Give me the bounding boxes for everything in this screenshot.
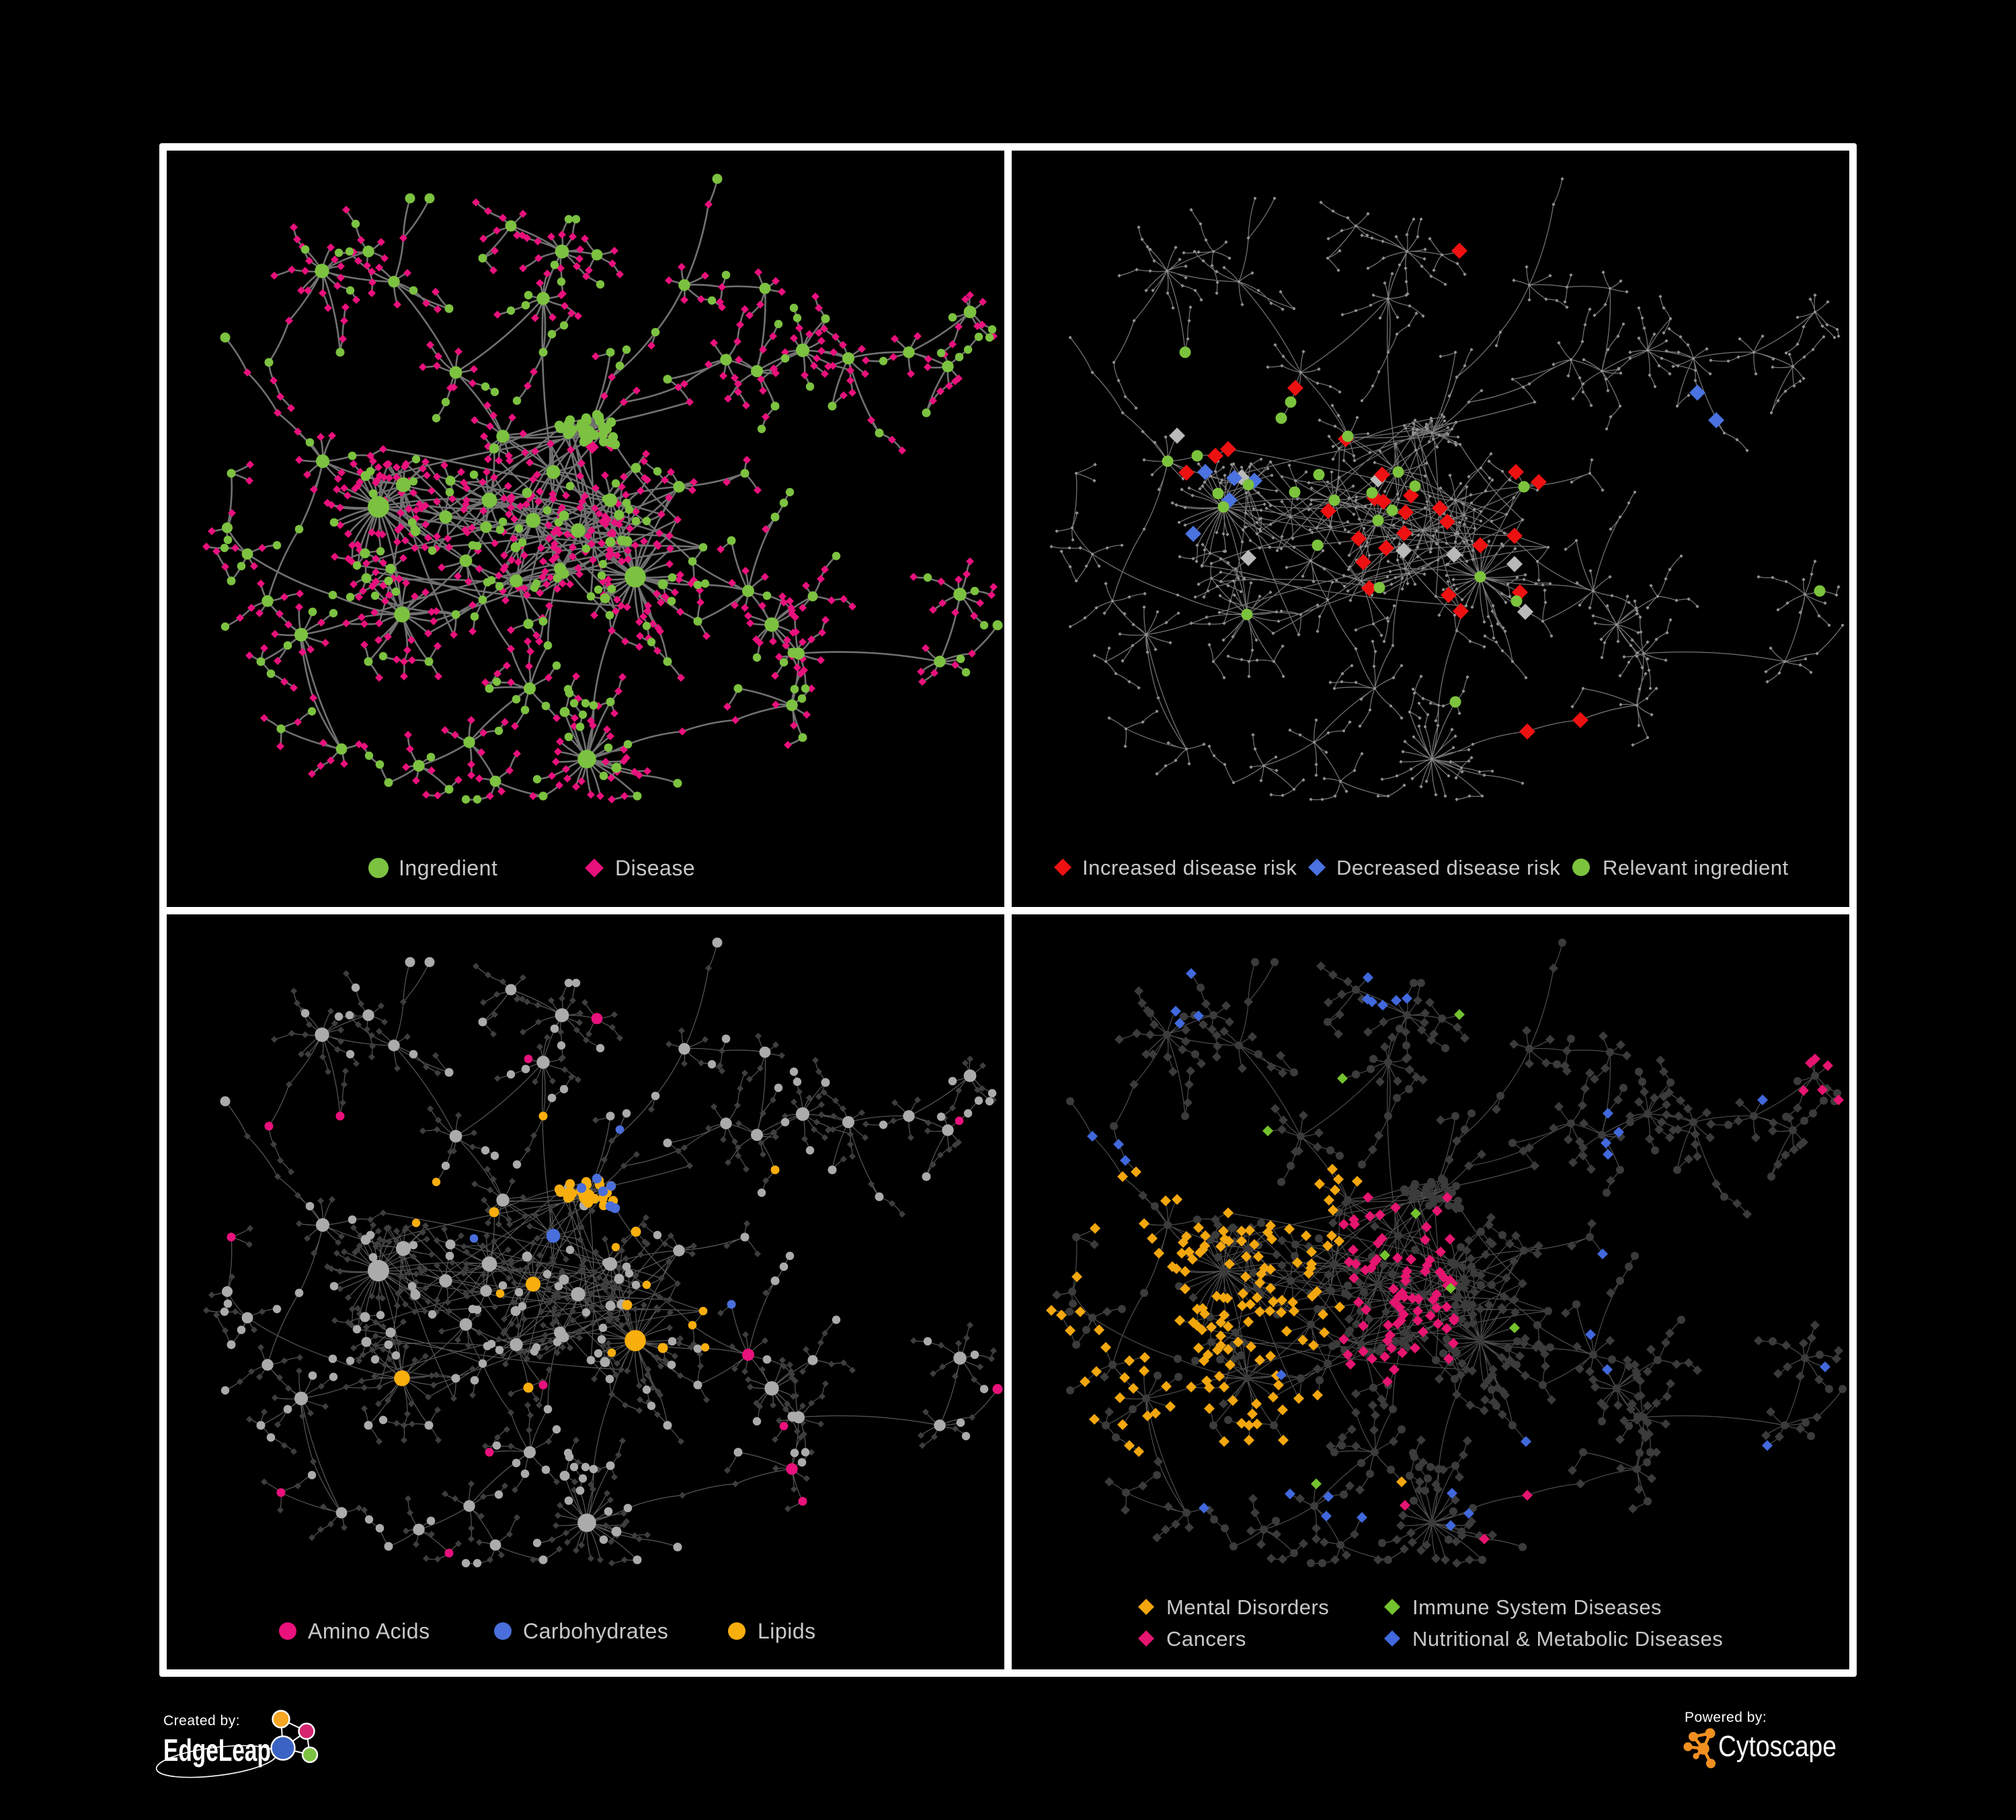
svg-text:Disease: Disease	[615, 856, 695, 880]
svg-text:Increased disease risk: Increased disease risk	[1082, 856, 1297, 879]
svg-text:Immune System Diseases: Immune System Diseases	[1412, 1595, 1662, 1619]
svg-text:Ingredient: Ingredient	[399, 856, 497, 880]
svg-text:Lipids: Lipids	[758, 1619, 816, 1643]
svg-text:EdgeLeap: EdgeLeap	[163, 1733, 271, 1768]
svg-text:Relevant ingredient: Relevant ingredient	[1603, 856, 1789, 879]
svg-text:Cytoscape: Cytoscape	[1718, 1730, 1837, 1763]
svg-text:Powered by:: Powered by:	[1685, 1710, 1767, 1725]
svg-text:Decreased disease risk: Decreased disease risk	[1336, 856, 1560, 879]
svg-text:Nutritional & Metabolic Diseas: Nutritional & Metabolic Diseases	[1412, 1627, 1723, 1651]
svg-text:Created by:: Created by:	[163, 1713, 240, 1729]
svg-text:Cancers: Cancers	[1166, 1627, 1246, 1651]
svg-text:Carbohydrates: Carbohydrates	[523, 1619, 668, 1643]
svg-text:Amino Acids: Amino Acids	[308, 1619, 430, 1643]
svg-text:Mental Disorders: Mental Disorders	[1166, 1595, 1329, 1619]
